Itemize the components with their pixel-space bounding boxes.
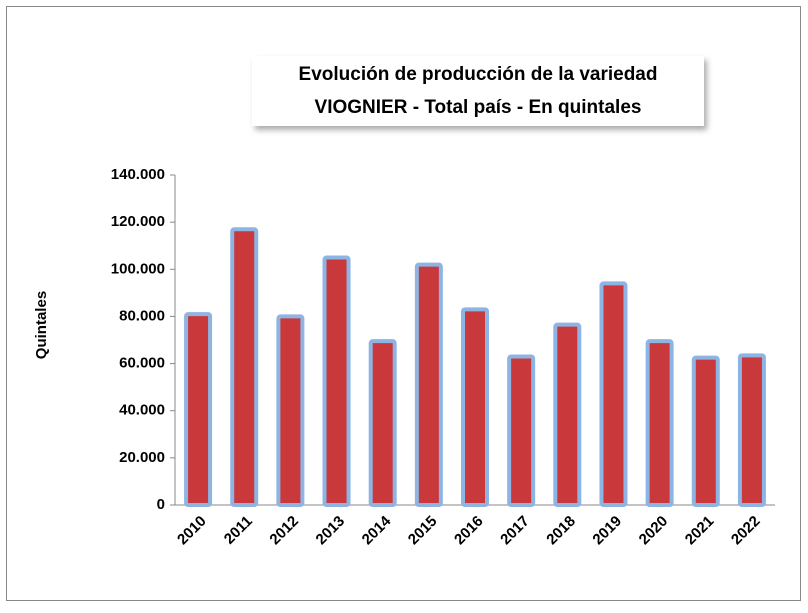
bar (230, 227, 259, 507)
bar (507, 354, 536, 507)
y-tick-label: 100.000 (111, 260, 165, 277)
y-tick-label: 20.000 (119, 449, 165, 466)
chart-title: VIOGNIER - Total país - En quintales (315, 97, 642, 118)
bar (599, 281, 628, 507)
y-tick-label: 140.000 (111, 166, 165, 183)
y-tick-label: 120.000 (111, 213, 165, 230)
bar (276, 314, 305, 507)
bar (184, 312, 213, 508)
y-tick-label: 0 (157, 496, 165, 513)
chart-title: Evolución de producción de la variedad (299, 64, 658, 85)
bar (691, 355, 720, 507)
bar (322, 255, 351, 507)
bar (737, 353, 766, 508)
title-box (252, 56, 704, 126)
bar (553, 322, 582, 507)
bar (645, 339, 674, 507)
y-axis-label: Quintales (33, 291, 50, 359)
bar (414, 262, 443, 508)
y-tick-label: 80.000 (119, 307, 165, 324)
bar (368, 339, 397, 507)
y-tick-label: 60.000 (119, 355, 165, 372)
y-tick-label: 40.000 (119, 402, 165, 419)
bar (461, 307, 489, 507)
